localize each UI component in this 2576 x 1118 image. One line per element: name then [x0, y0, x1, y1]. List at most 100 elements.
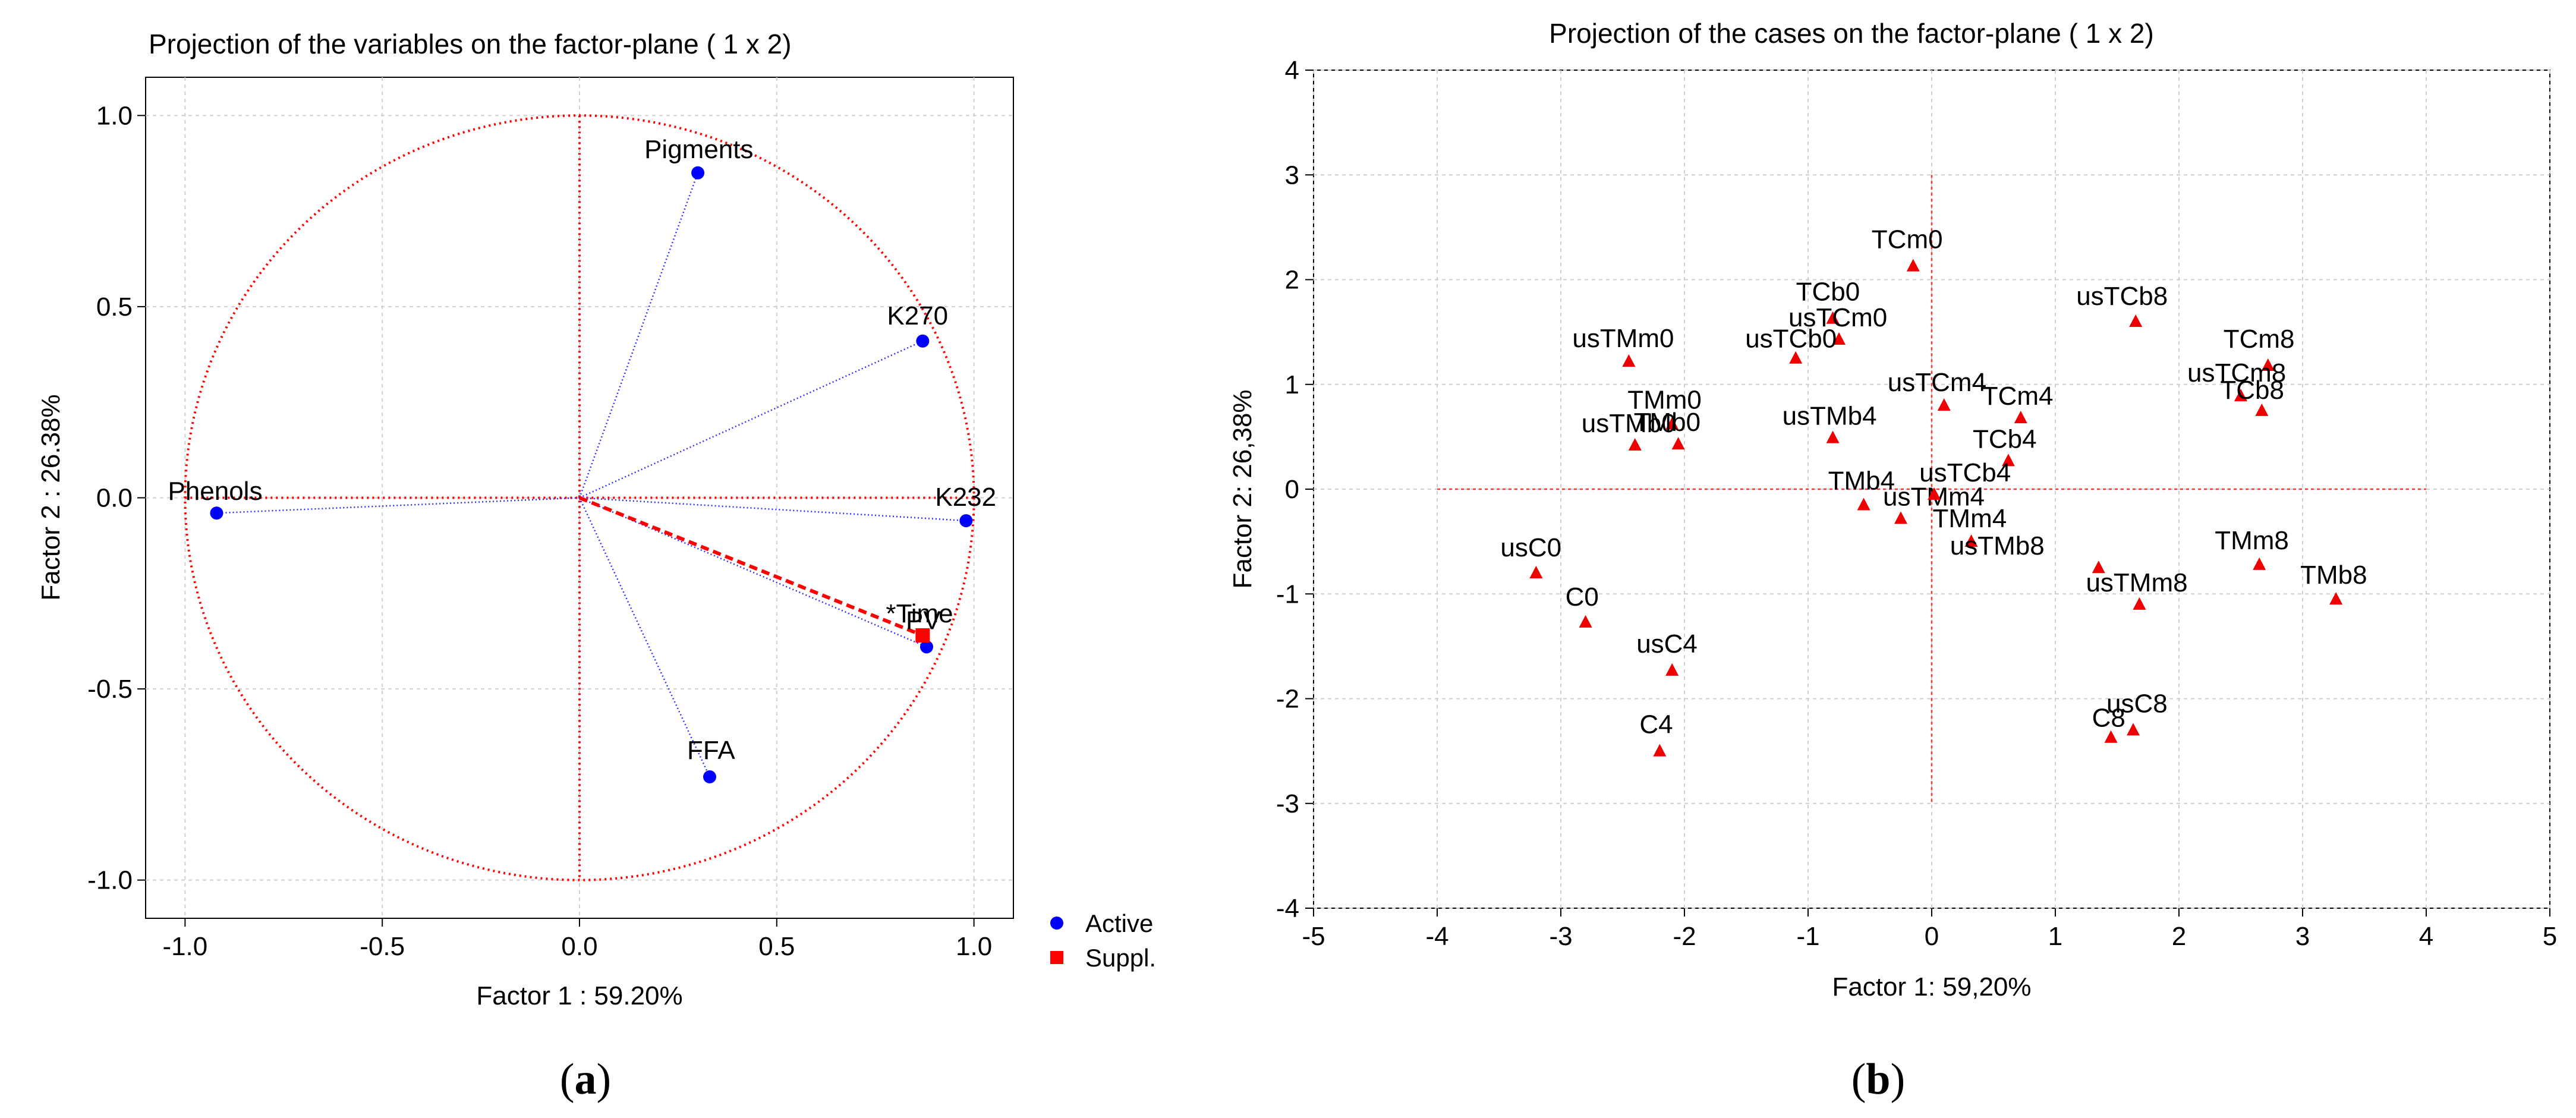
- panel-a: Projection of the variables on the facto…: [36, 29, 1156, 1104]
- case-c4: [1653, 744, 1667, 757]
- panel-a-ytick-label: 1.0: [96, 101, 133, 130]
- case-label-tmm8: TMm8: [2215, 526, 2289, 555]
- panel-a-ytick-label: -0.5: [87, 675, 133, 704]
- case-label-c0: C0: [1566, 582, 1599, 612]
- panel-b-xtick-label: 3: [2295, 922, 2310, 951]
- point-pv: [920, 640, 933, 654]
- case-label-tmm0: TMm0: [1627, 386, 1702, 415]
- panel-a-grid: [146, 77, 1013, 918]
- case-label-tcm8: TCm8: [2224, 325, 2295, 354]
- case-label-c4: C4: [1639, 710, 1673, 739]
- panel-a-xtick-label: 0.0: [561, 932, 597, 961]
- panel-a-legend: Active Suppl.: [1050, 909, 1156, 972]
- panel-b-ytick-label: 2: [1285, 266, 1299, 295]
- panel-a-xlabel: Factor 1 : 59.20%: [476, 981, 682, 1010]
- case-label-ustmb4: usTMb4: [1783, 402, 1877, 431]
- case-tmb4: [1857, 497, 1870, 511]
- case-tcb8: [2255, 403, 2269, 416]
- case-tmm8: [2253, 557, 2266, 570]
- panel-b-xtick-label: -5: [1302, 922, 1325, 951]
- case-label-ustcb4: usTCb4: [1919, 458, 2011, 487]
- panel-b-xtick-label: -2: [1673, 922, 1696, 951]
- panel-b-ylabel: Factor 2: 26,38%: [1228, 389, 1257, 588]
- legend-active-label: Active: [1085, 909, 1153, 937]
- legend-active-marker: [1050, 917, 1063, 930]
- case-c0: [1579, 615, 1592, 628]
- panel-a-caption: (a): [560, 1055, 611, 1104]
- case-label-ustcm4: usTCm4: [1888, 368, 1986, 397]
- case-tmb0: [1671, 437, 1685, 450]
- label-time: *Time: [886, 599, 953, 628]
- panel-b-xtick-label: -1: [1796, 922, 1819, 951]
- case-label-tcb8: TCb8: [2220, 376, 2284, 405]
- panel-a-geometry: [184, 114, 975, 881]
- case-ustmb4: [1826, 430, 1840, 443]
- case-ustmb8: [2092, 560, 2105, 574]
- case-label-tmm4: TMm4: [1933, 504, 2007, 533]
- vector-k232: [579, 497, 966, 522]
- case-usc0: [1529, 566, 1543, 578]
- case-label-ustcm8: usTCm8: [2187, 358, 2286, 388]
- panel-b: Projection of the cases on the factor-pl…: [1228, 18, 2557, 1104]
- panel-a-caption-letter: a: [575, 1055, 597, 1104]
- case-label-tcm0: TCm0: [1872, 225, 1943, 254]
- panel-a-xtick-label: -0.5: [360, 932, 405, 961]
- case-usc4: [1665, 663, 1679, 676]
- panel-b-xtick-label: 5: [2543, 922, 2557, 951]
- panel-b-ytick-label: -4: [1276, 894, 1299, 923]
- case-label-ustmb0: usTMb0: [1582, 409, 1676, 438]
- label-k270: K270: [887, 301, 948, 330]
- panel-a-ylabel: Factor 2 : 26.38%: [36, 394, 65, 600]
- case-tmb8: [2329, 592, 2343, 605]
- case-label-usc4: usC4: [1636, 629, 1698, 659]
- case-c8: [2104, 730, 2118, 743]
- label-ffa: FFA: [687, 736, 735, 765]
- vector-k270: [579, 340, 923, 499]
- panel-b-ytick-label: -1: [1276, 580, 1299, 609]
- panel-b-xtick-label: 1: [2048, 922, 2062, 951]
- panel-b-xtick-label: -4: [1425, 922, 1448, 951]
- label-phenols: Phenols: [168, 477, 262, 506]
- point-k232: [959, 514, 973, 528]
- case-tmm4: [1964, 534, 1978, 547]
- vector-time: [578, 496, 924, 637]
- panel-b-ytick-label: 1: [1285, 370, 1299, 399]
- case-tcm4: [2014, 411, 2027, 424]
- case-ustcb4: [1928, 487, 1941, 500]
- case-label-ustcb0: usTCb0: [1745, 325, 1837, 354]
- panel-b-title: Projection of the cases on the factor-pl…: [1549, 18, 2154, 49]
- vector-ffa: [578, 497, 711, 777]
- case-label-tmb0: TMb0: [1634, 408, 1700, 437]
- case-label-tmb8: TMb8: [2300, 560, 2367, 590]
- vector-pigments: [578, 172, 699, 498]
- vector-pv: [579, 497, 927, 648]
- point-k270: [916, 334, 930, 348]
- case-ustmm0: [1622, 354, 1636, 367]
- point-ffa: [703, 770, 716, 784]
- panel-b-grid: [1313, 70, 2550, 909]
- panel-b-ytick-label: -2: [1276, 685, 1299, 714]
- case-label-c8: C8: [2092, 704, 2125, 733]
- panel-b-xtick-label: -3: [1549, 922, 1572, 951]
- case-label-tcb4: TCb4: [1973, 424, 2037, 454]
- label-k232: K232: [935, 483, 996, 512]
- panel-b-caption: (b): [1851, 1055, 1905, 1104]
- case-label-ustcm0: usTCm0: [1788, 303, 1887, 332]
- case-ustcm0: [1832, 332, 1846, 345]
- case-ustmm4: [1894, 511, 1907, 524]
- case-ustmm8: [2133, 597, 2146, 610]
- case-tmm0: [1665, 417, 1679, 430]
- point-pigments: [691, 166, 705, 179]
- panel-b-caption-letter: b: [1866, 1055, 1890, 1104]
- panel-b-xtick-label: 0: [1925, 922, 1939, 951]
- case-tcm8: [2261, 358, 2275, 371]
- panel-b-ytick-label: -3: [1276, 789, 1299, 818]
- panel-b-xtick-label: 2: [2172, 922, 2186, 951]
- panel-b-ytick-label: 3: [1285, 160, 1299, 190]
- case-tcb4: [2001, 454, 2015, 467]
- panel-b-xlabel: Factor 1: 59,20%: [1832, 972, 2031, 1002]
- legend-suppl-label: Suppl.: [1085, 944, 1156, 972]
